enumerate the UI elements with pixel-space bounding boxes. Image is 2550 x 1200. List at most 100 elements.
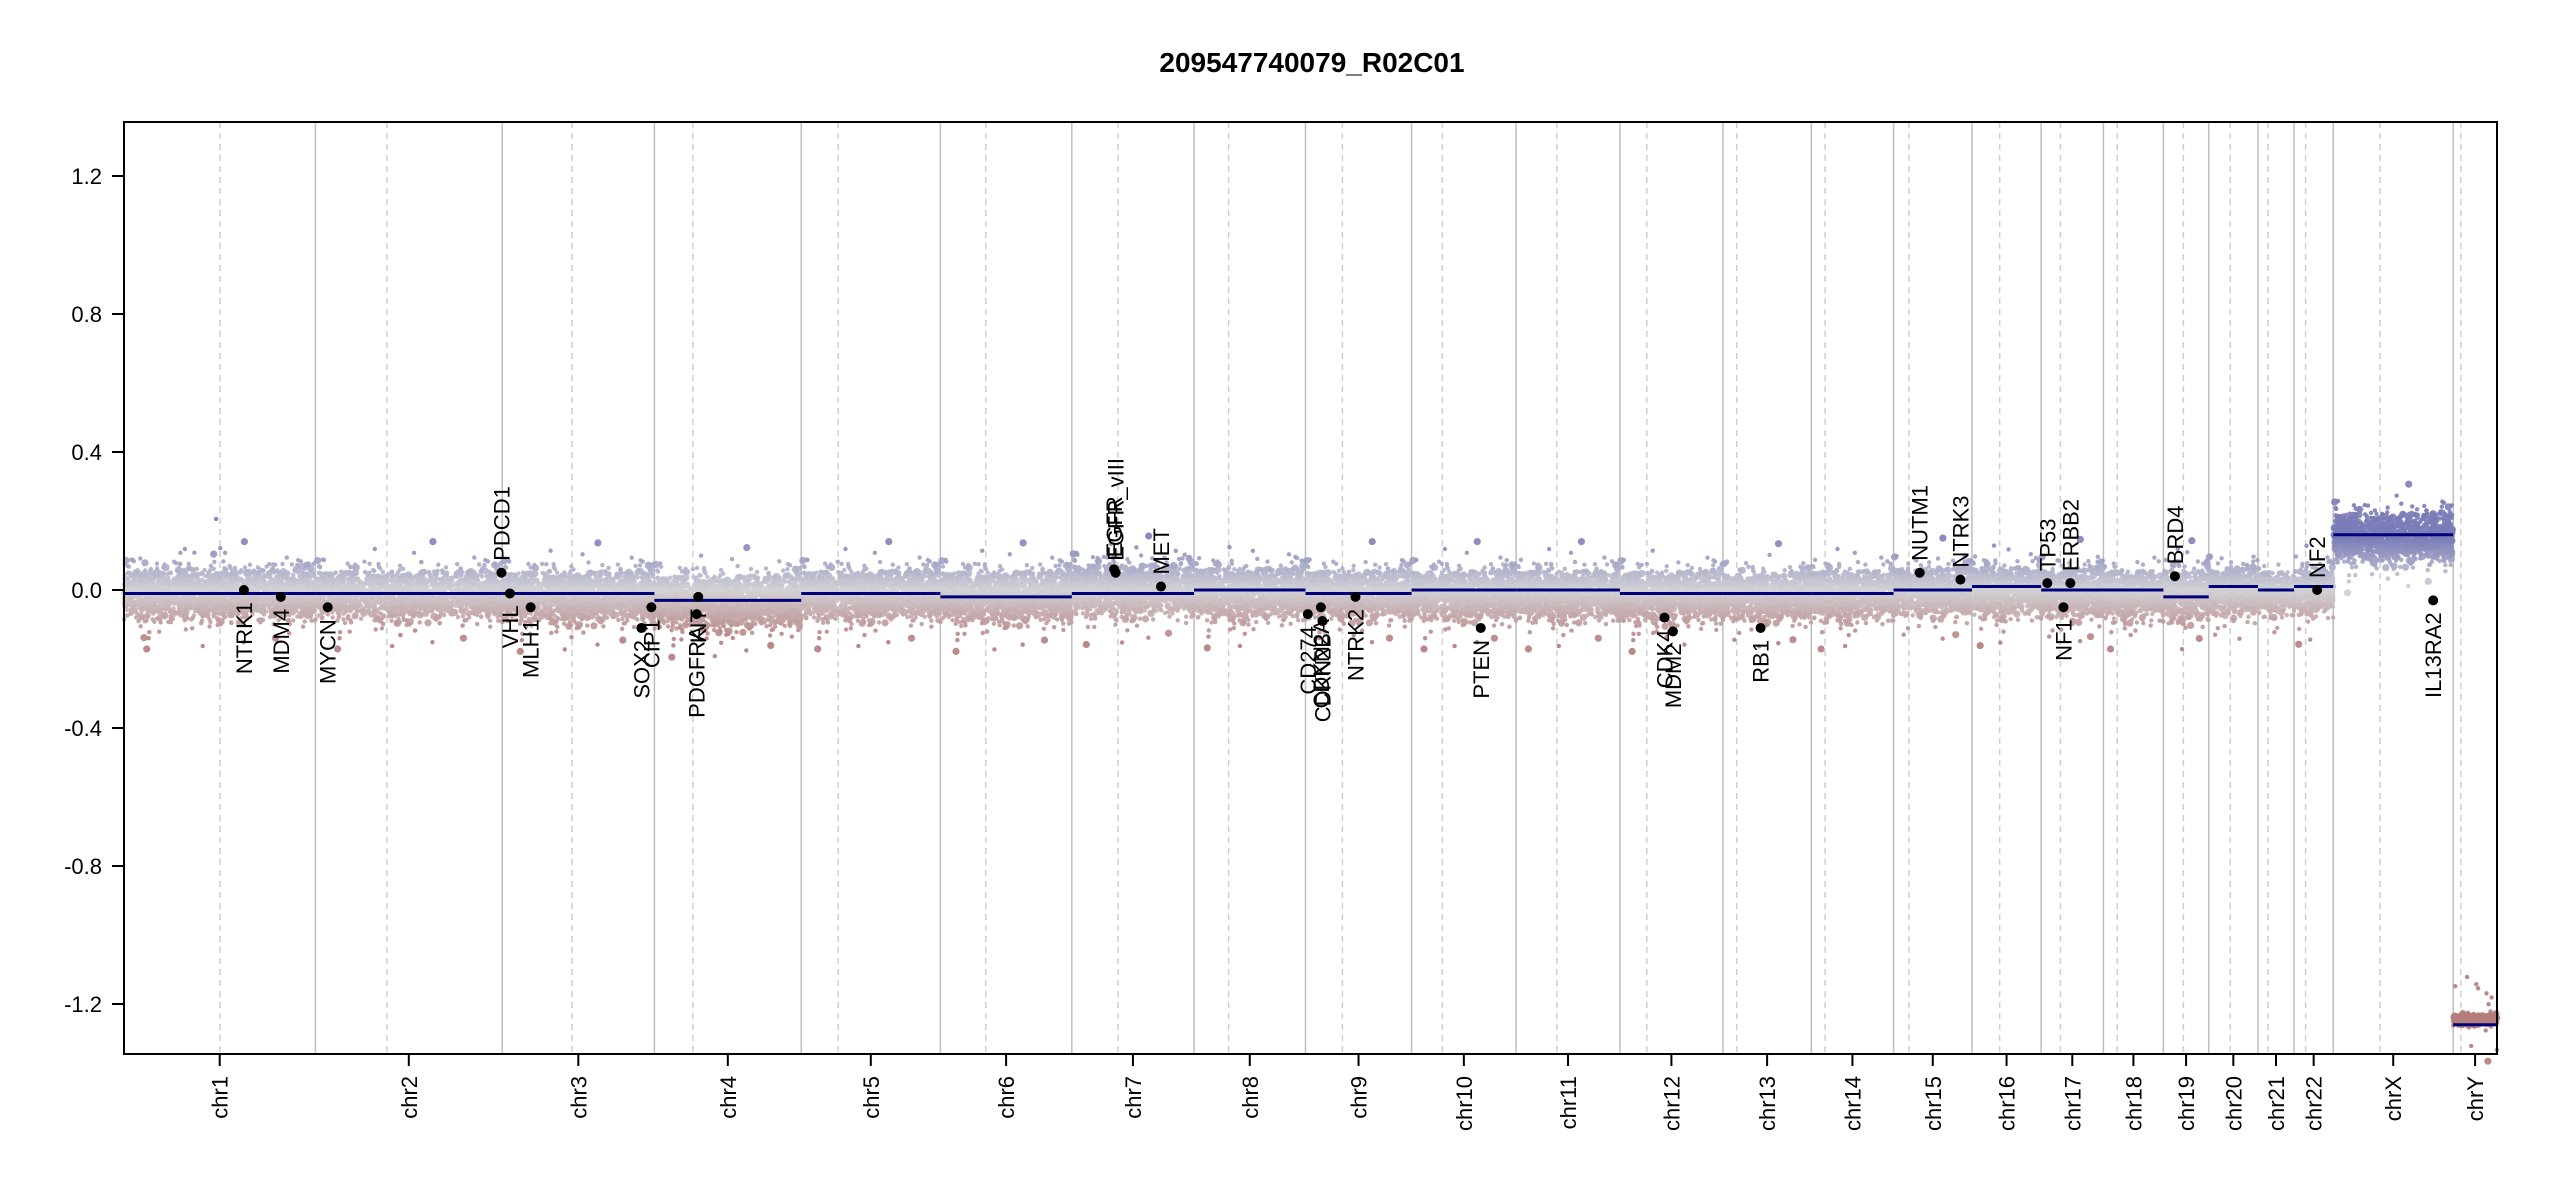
probe-point	[130, 571, 136, 577]
probe-point	[373, 586, 379, 591]
probe-point	[375, 578, 383, 586]
probe-point	[300, 570, 305, 576]
probe-point	[306, 605, 312, 610]
probe-point	[180, 595, 185, 600]
probe-point	[240, 538, 248, 546]
probe-point	[208, 563, 214, 568]
probe-point	[479, 614, 484, 619]
probe-point	[156, 569, 162, 574]
probe-point	[218, 622, 223, 627]
probe-point	[182, 583, 188, 588]
probe-point	[362, 569, 368, 575]
probe-point	[379, 626, 385, 631]
probe-point	[471, 574, 476, 580]
probe-point	[302, 619, 307, 624]
probe-point	[178, 550, 183, 555]
probe-point	[479, 574, 485, 579]
probe-point	[448, 611, 454, 617]
probe-point	[141, 578, 147, 583]
probe-point	[396, 580, 401, 586]
probe-point	[359, 607, 367, 615]
probe-point	[204, 609, 209, 614]
probe-point	[467, 579, 473, 585]
probe-point	[459, 573, 464, 578]
probe-point	[306, 600, 311, 606]
probe-point	[476, 607, 482, 612]
probe-point	[411, 614, 416, 619]
probe-point	[212, 559, 217, 565]
probe-point	[143, 645, 151, 653]
probe-point	[351, 569, 359, 577]
probe-point	[190, 626, 195, 631]
probe-point	[366, 576, 372, 582]
probe-point	[358, 616, 364, 621]
probe-point	[449, 595, 454, 600]
probe-point	[488, 624, 493, 629]
probe-point	[459, 634, 467, 642]
probe-point	[176, 596, 182, 601]
probe-point	[388, 605, 393, 611]
probe-point	[140, 601, 145, 606]
probe-point	[146, 609, 151, 614]
probe-point	[271, 599, 277, 604]
probe-point	[407, 622, 412, 627]
probe-point	[416, 576, 424, 584]
probe-point	[222, 550, 228, 555]
probe-point	[154, 561, 160, 566]
probe-point	[403, 575, 408, 580]
probe-point	[311, 570, 317, 575]
probe-point	[287, 631, 292, 636]
probe-point	[234, 584, 239, 590]
probe-point	[318, 598, 323, 604]
probe-point	[331, 579, 336, 584]
probe-point	[456, 599, 464, 607]
probe-point	[135, 587, 140, 593]
probe-point	[376, 561, 381, 567]
probe-point	[273, 585, 278, 590]
probe-point	[488, 571, 493, 576]
probe-point	[168, 570, 173, 575]
probe-point	[430, 640, 435, 645]
probe-point	[203, 604, 208, 609]
probe-point	[393, 586, 398, 592]
probe-point	[136, 596, 141, 601]
probe-point	[188, 605, 193, 611]
probe-point	[423, 595, 428, 600]
probe-point	[398, 632, 403, 638]
probe-point	[256, 570, 261, 575]
probe-point	[207, 600, 213, 606]
probe-point	[139, 615, 144, 620]
probe-point	[458, 566, 463, 571]
probe-point	[218, 611, 223, 617]
probe-point	[450, 602, 455, 607]
probe-point	[261, 607, 267, 613]
probe-point	[270, 566, 276, 571]
probe-point	[185, 616, 190, 621]
probe-point	[283, 571, 288, 576]
probe-point	[464, 602, 469, 608]
probe-point	[309, 600, 315, 606]
probe-point	[422, 607, 428, 612]
probe-point	[207, 579, 212, 584]
probe-point	[297, 580, 303, 585]
probe-point	[440, 570, 445, 576]
probe-point	[182, 546, 188, 552]
probe-point	[155, 596, 160, 601]
probe-point	[221, 597, 229, 606]
probe-point	[469, 586, 474, 591]
probe-point	[320, 557, 325, 562]
probe-point	[210, 595, 215, 601]
probe-point	[155, 607, 160, 612]
probe-point	[307, 567, 313, 572]
probe-point	[347, 629, 352, 634]
probe-point	[215, 571, 223, 579]
probe-point	[447, 582, 452, 587]
probe-point	[358, 584, 364, 589]
probe-point	[147, 573, 155, 581]
probe-point	[138, 556, 143, 561]
probe-point	[193, 586, 199, 591]
probe-point	[135, 583, 140, 589]
probe-point	[349, 605, 354, 610]
probe-point	[492, 576, 497, 581]
probe-point	[190, 575, 195, 581]
